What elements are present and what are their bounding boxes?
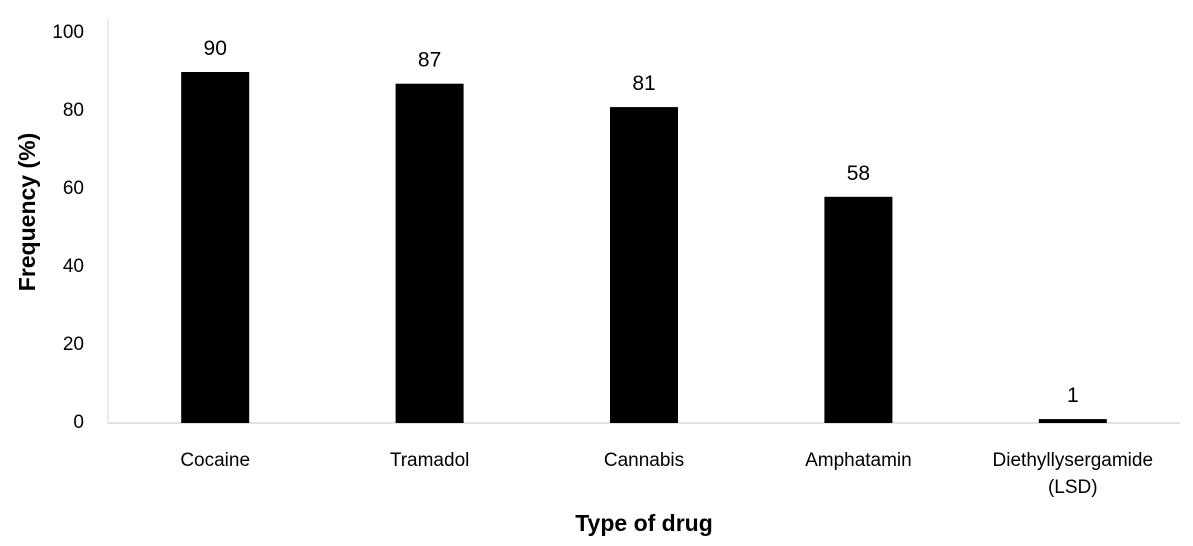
data-label: 1 — [1067, 384, 1079, 407]
bar — [1038, 419, 1107, 423]
y-axis-title: Frequency (%) — [14, 133, 40, 291]
bar — [824, 196, 893, 423]
bar — [610, 107, 678, 423]
x-category-label-line: (LSD) — [1048, 477, 1098, 498]
y-tick-label: 0 — [73, 412, 84, 433]
x-category-label-line: Tramadol — [390, 450, 470, 471]
x-category-label-line: Diethyllysergamide — [993, 450, 1154, 471]
x-category-label-line: Cocaine — [180, 450, 250, 471]
x-category-label-line: Cannabis — [604, 450, 684, 471]
bars — [181, 72, 1107, 423]
y-tick-label: 40 — [63, 256, 84, 277]
x-category-label: Cannabis — [604, 450, 684, 471]
y-tick-label: 100 — [52, 22, 84, 43]
x-category-label: Diethyllysergamide (LSD) — [993, 450, 1154, 498]
x-category-label: Amphatamin — [805, 450, 912, 471]
data-label: 81 — [632, 72, 655, 95]
y-tick-labels: 0 20 40 60 80 100 — [52, 22, 84, 433]
data-labels: 90 87 81 58 1 — [204, 37, 1079, 407]
x-category-label: Tramadol — [390, 450, 470, 471]
bar — [181, 72, 250, 423]
y-tick-label: 80 — [63, 100, 84, 121]
y-tick-label: 60 — [63, 178, 84, 199]
bar — [395, 83, 464, 423]
y-tick-label: 20 — [63, 334, 84, 355]
data-label: 58 — [847, 162, 870, 185]
data-label: 90 — [204, 37, 227, 60]
x-category-label: Cocaine — [180, 450, 250, 471]
x-axis-title: Type of drug — [575, 510, 713, 536]
x-category-labels: Cocaine Tramadol Cannabis Amphatamin Diethyl… — [180, 450, 1153, 498]
x-category-label-line: Amphatamin — [805, 450, 912, 471]
data-label: 87 — [418, 49, 441, 72]
